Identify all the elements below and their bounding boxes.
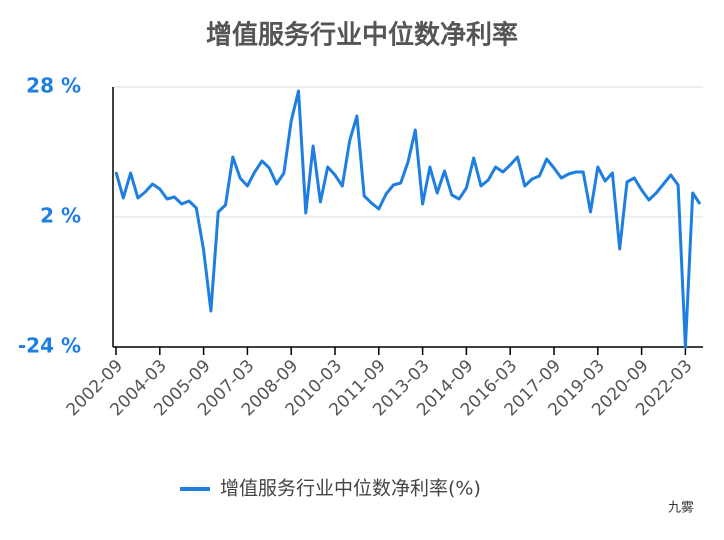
series-line: [114, 89, 702, 349]
legend-label: 增值服务行业中位数净利率(%): [220, 478, 481, 500]
y-tick-label: 28 %: [26, 74, 81, 98]
y-tick-label: 2 %: [40, 204, 81, 228]
chart-title: 增值服务行业中位数净利率: [206, 20, 518, 51]
y-tick-label: -24 %: [18, 334, 81, 358]
watermark: 九雾: [668, 501, 694, 516]
